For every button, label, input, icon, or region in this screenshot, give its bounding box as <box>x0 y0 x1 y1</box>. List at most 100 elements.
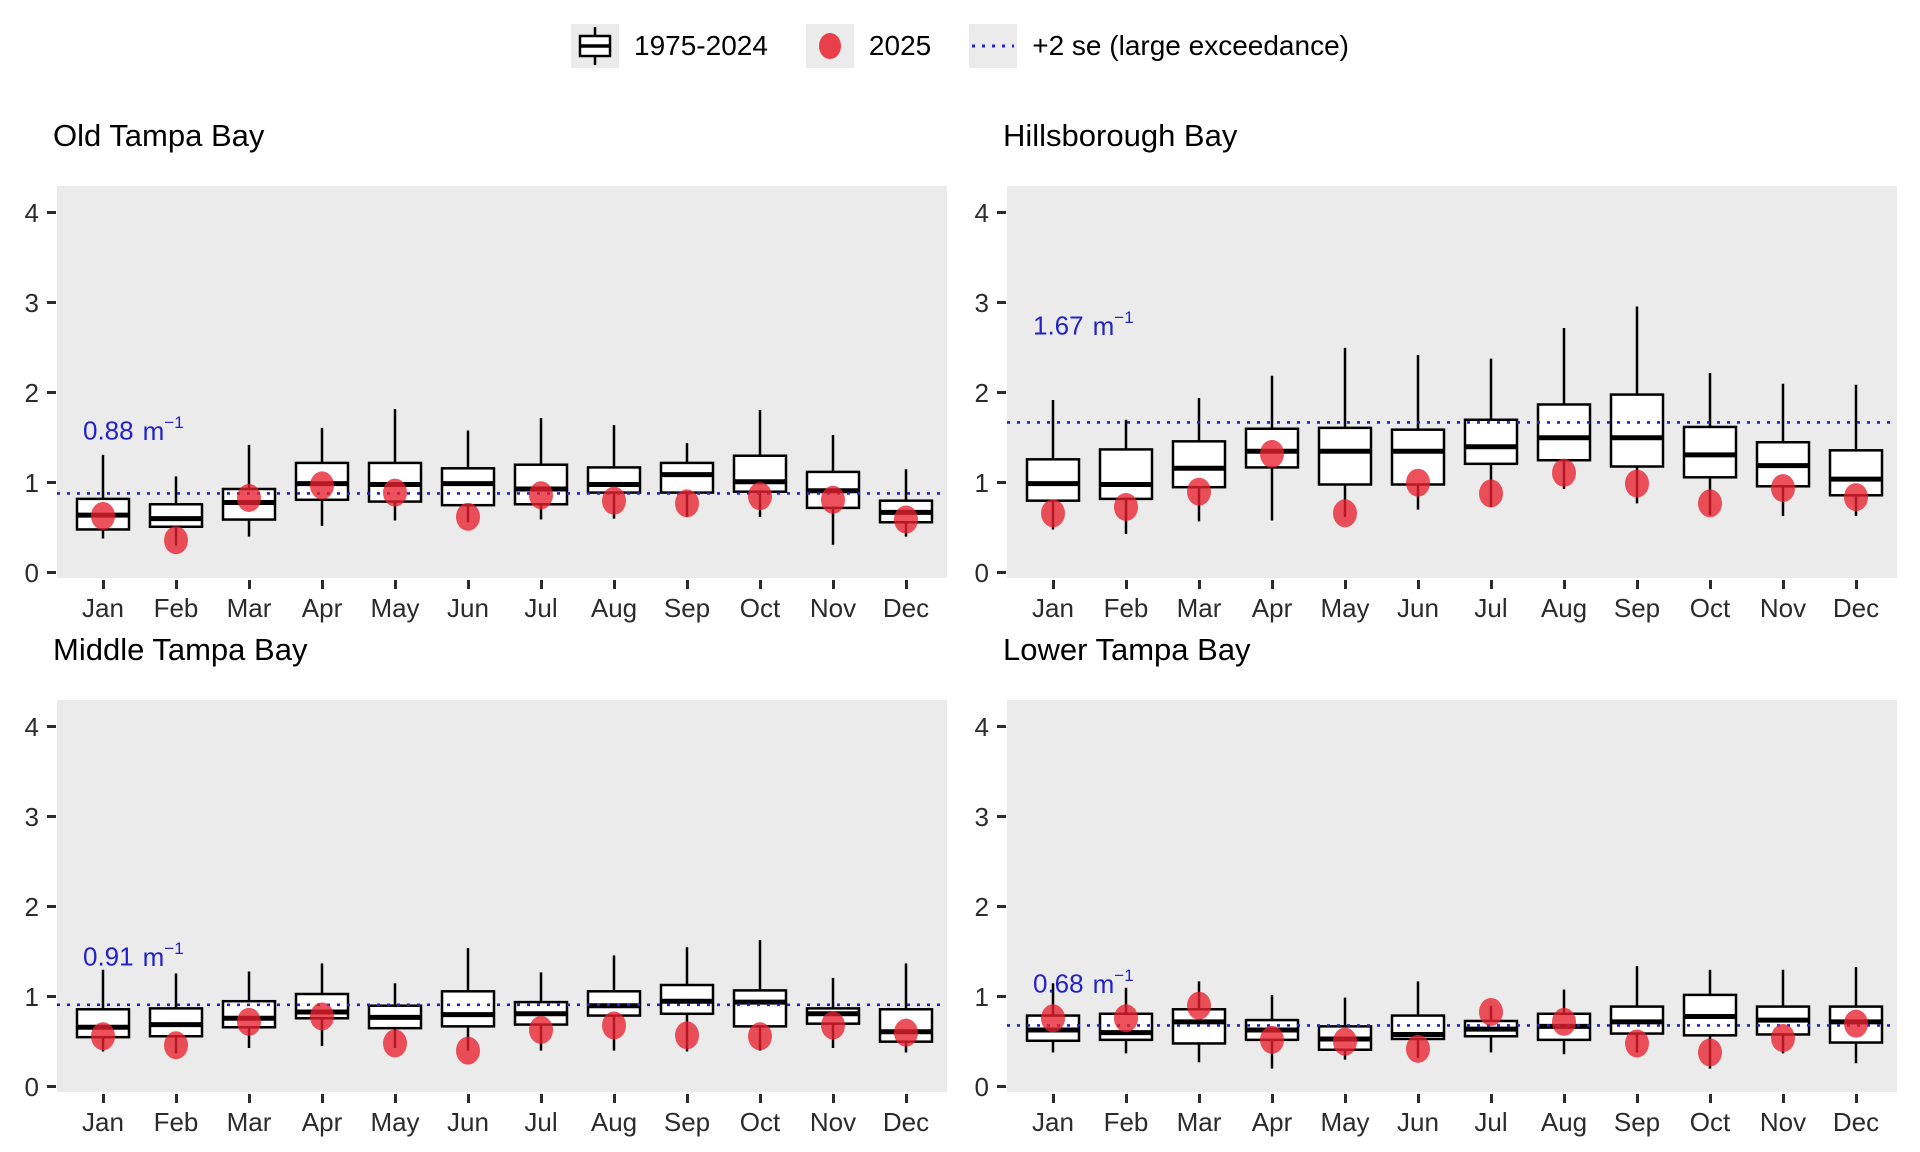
threshold-unit: m <box>1092 310 1115 341</box>
dotted-line-key-icon <box>969 24 1018 68</box>
x-tick-mark-feb <box>1124 1094 1128 1103</box>
x-tick-label-aug: Aug <box>1540 1107 1588 1137</box>
x-tick-label-oct: Oct <box>1689 1107 1731 1137</box>
boxplot-canvas <box>57 408 947 555</box>
x-tick-mark-jul <box>539 580 543 589</box>
x-tick-label-oct: Oct <box>1689 593 1731 623</box>
x-tick-label-jun: Jun <box>447 1107 489 1137</box>
threshold-value: 0.68 <box>1033 968 1084 999</box>
x-tick-label-apr: Apr <box>301 593 343 623</box>
panel-title: Lower Tampa Bay <box>1003 632 1251 667</box>
x-tick-label-may: May <box>1320 593 1370 623</box>
threshold-exponent: −1 <box>1114 966 1134 985</box>
x-tick-mark-may <box>393 1094 397 1103</box>
x-tick-label-jan: Jan <box>82 593 124 623</box>
box-feb <box>148 503 204 529</box>
box-sep <box>659 461 715 494</box>
y-tick-label-1: 1 <box>974 467 989 498</box>
legend-label-historical: 1975-2024 <box>634 30 768 61</box>
x-tick-mark-aug <box>1562 1094 1566 1103</box>
threshold-exponent: −1 <box>1114 308 1134 328</box>
point-2025-jan <box>1041 499 1065 528</box>
box-oct <box>732 989 788 1028</box>
x-tick-mark-jun <box>1416 580 1420 589</box>
x-tick-mark-nov <box>1781 1094 1785 1103</box>
point-2025-jun <box>1406 1034 1430 1063</box>
y-tick-mark-1 <box>997 995 1006 999</box>
x-tick-mark-jul <box>1489 1094 1493 1103</box>
point-2025-feb <box>1114 492 1138 521</box>
point-2025-jul <box>1479 479 1503 508</box>
y-tick-mark-2 <box>47 391 56 395</box>
x-tick-mark-mar <box>1197 580 1201 589</box>
x-tick-mark-mar <box>247 580 251 589</box>
y-tick-mark-3 <box>997 301 1006 305</box>
x-tick-label-oct: Oct <box>739 593 781 623</box>
point-2025-oct <box>748 1022 772 1051</box>
box-sep <box>1609 393 1665 468</box>
y-tick-label-3: 3 <box>974 801 989 832</box>
boxplot-canvas <box>1007 306 1897 534</box>
threshold-exponent: −1 <box>164 413 184 433</box>
y-tick-mark-3 <box>47 815 56 819</box>
y-tick-label-1: 1 <box>974 981 989 1012</box>
y-tick-label-4: 4 <box>24 711 39 742</box>
x-tick-label-oct: Oct <box>739 1107 781 1137</box>
x-tick-mark-oct <box>758 580 762 589</box>
y-tick-label-0: 0 <box>24 1071 39 1102</box>
y-tick-mark-0 <box>997 571 1006 575</box>
panel-lower-tampa-bay: Lower Tampa Bay 0.68 m−1 0 1 2 3 4 Jan Feb Mar Ap… <box>975 632 1897 1137</box>
y-tick-mark-2 <box>997 391 1006 395</box>
point-2025-oct <box>1698 489 1722 518</box>
point-2025-apr <box>310 1002 334 1031</box>
x-tick-mark-jun <box>1416 1094 1420 1103</box>
legend-item-2025: 2025 <box>805 24 931 68</box>
panel-title: Middle Tampa Bay <box>53 632 308 667</box>
point-2025-dec <box>1844 483 1868 512</box>
threshold-label: 0.88 m−1 <box>83 413 184 447</box>
x-tick-label-feb: Feb <box>153 1107 199 1137</box>
x-tick-label-may: May <box>1320 1107 1370 1137</box>
point-2025-nov <box>821 1011 845 1040</box>
point-2025-sep <box>1625 1029 1649 1058</box>
box-jun <box>440 990 496 1028</box>
panel-middle-tampa-bay: Middle Tampa Bay 0.91 m−1 0 1 2 3 4 Jan Feb Mar A… <box>25 632 947 1137</box>
plot-area: 0.91 m−1 <box>57 700 947 1092</box>
x-tick-label-apr: Apr <box>301 1107 343 1137</box>
x-tick-mark-nov <box>831 580 835 589</box>
y-tick-mark-4 <box>47 211 56 215</box>
x-tick-mark-oct <box>1708 1094 1712 1103</box>
y-tick-label-2: 2 <box>24 377 39 408</box>
x-tick-mark-aug <box>612 580 616 589</box>
x-tick-mark-apr <box>1270 580 1274 589</box>
x-tick-label-dec: Dec <box>882 593 930 623</box>
x-tick-mark-may <box>1343 1094 1347 1103</box>
x-tick-label-apr: Apr <box>1251 1107 1293 1137</box>
threshold-label: 1.67 m−1 <box>1033 308 1134 342</box>
x-tick-mark-dec <box>904 580 908 589</box>
point-2025-may <box>1333 499 1357 528</box>
x-tick-mark-nov <box>1781 580 1785 589</box>
x-tick-label-jun: Jun <box>1397 593 1439 623</box>
legend-label-threshold: +2 se (large exceedance) <box>1032 30 1349 61</box>
point-2025-jan <box>1041 1004 1065 1033</box>
y-tick-label-0: 0 <box>24 557 39 588</box>
x-tick-mark-jun <box>466 580 470 589</box>
x-tick-label-jun: Jun <box>447 593 489 623</box>
y-tick-mark-2 <box>47 905 56 909</box>
boxplot-canvas <box>57 940 947 1065</box>
x-tick-mark-oct <box>758 1094 762 1103</box>
x-tick-mark-jan <box>101 1094 105 1103</box>
x-tick-mark-sep <box>1635 580 1639 589</box>
point-2025-oct <box>1698 1038 1722 1067</box>
x-tick-label-jul: Jul <box>1474 1107 1508 1137</box>
threshold-value: 1.67 <box>1033 310 1084 341</box>
box-jun <box>440 467 496 507</box>
point-2025-may <box>383 478 407 507</box>
point-2025-dec <box>894 505 918 534</box>
y-tick-label-3: 3 <box>24 287 39 318</box>
panel-old-tampa-bay: Old Tampa Bay 0.88 m−1 0 1 2 3 4 Jan Feb Mar Apr M… <box>25 118 947 623</box>
y-tick-mark-4 <box>997 211 1006 215</box>
threshold-exponent: −1 <box>164 939 184 959</box>
